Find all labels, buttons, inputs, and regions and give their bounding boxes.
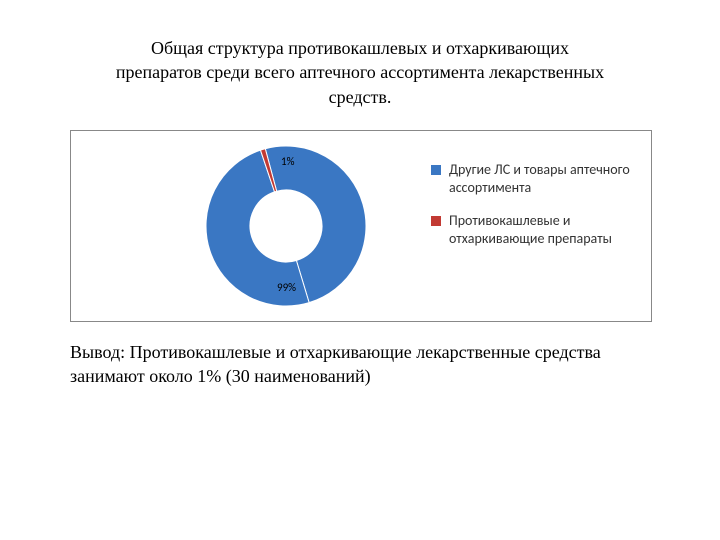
page-title: Общая структура противокашлевых и отхарк… [110, 36, 610, 109]
conclusion-text: Вывод: Противокашлевые и отхаркивающие л… [70, 340, 650, 389]
legend-swatch [431, 165, 441, 175]
legend-label: Противокашлевые и отхаркивающие препарат… [449, 212, 641, 247]
donut-chart: 99% 1% [201, 141, 371, 311]
chart-legend: Другие ЛС и товары аптечного ассортимент… [431, 161, 641, 263]
slice-label-minor: 1% [281, 155, 294, 168]
legend-item: Противокашлевые и отхаркивающие препарат… [431, 212, 641, 247]
slice-label-main: 99% [277, 281, 296, 294]
legend-swatch [431, 216, 441, 226]
chart-container: 99% 1% Другие ЛС и товары аптечного ассо… [70, 130, 652, 322]
legend-label: Другие ЛС и товары аптечного ассортимент… [449, 161, 641, 196]
page: Общая структура противокашлевых и отхарк… [0, 0, 720, 540]
legend-item: Другие ЛС и товары аптечного ассортимент… [431, 161, 641, 196]
